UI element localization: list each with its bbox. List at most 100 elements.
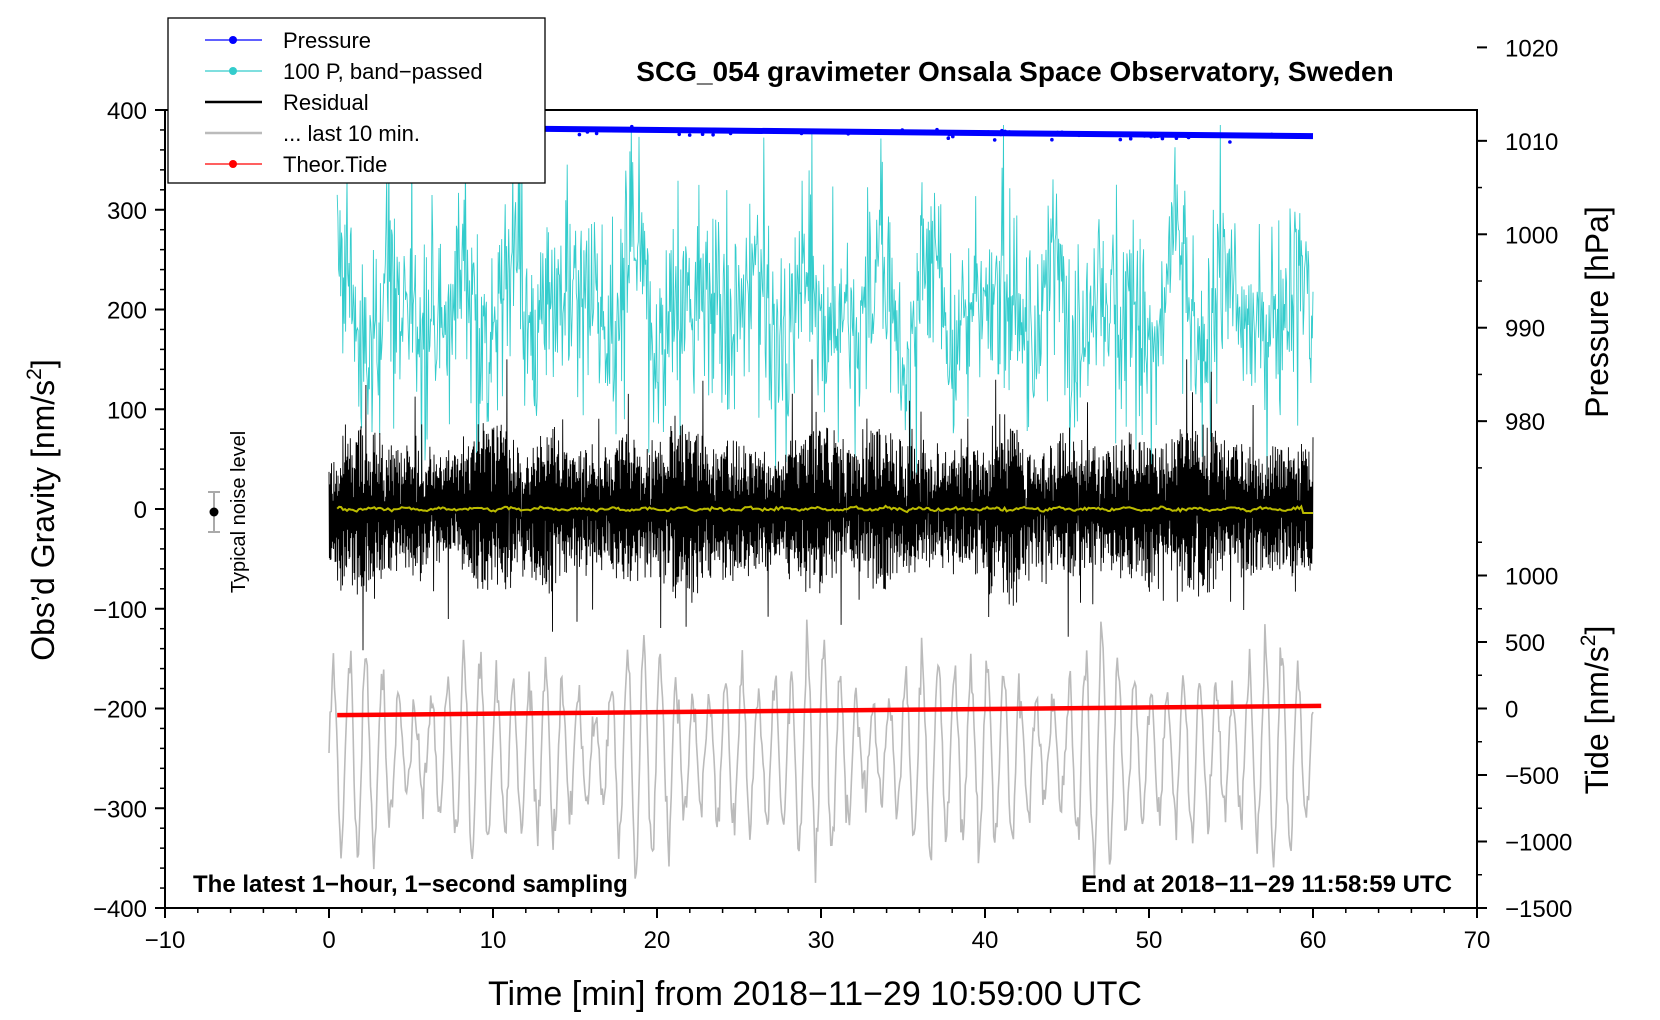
y-axis-label-sup: 2 — [23, 368, 46, 380]
series-last-10-min — [328, 619, 1314, 883]
pressure-point — [946, 136, 951, 140]
pressure-point — [1228, 140, 1232, 144]
pressure-point — [1142, 134, 1147, 138]
pressure-point — [1007, 130, 1012, 134]
tide-tick-label: −1500 — [1505, 896, 1572, 923]
pressure-point — [1003, 129, 1007, 134]
tide-tick-label: −1000 — [1505, 830, 1572, 857]
legend-label: 100 P, band−passed — [283, 59, 483, 84]
pressure-point — [1055, 130, 1060, 135]
x-tick-label: 10 — [480, 927, 507, 954]
series-line-residual-smoothed — [336, 504, 1313, 514]
pressure-point — [582, 127, 587, 131]
pressure-tick-label: 990 — [1505, 316, 1545, 343]
pressure-point — [688, 128, 692, 132]
pressure-tick-label: 1000 — [1505, 222, 1558, 249]
series-line-theor-tide — [337, 703, 1322, 718]
pressure-point — [1118, 137, 1123, 142]
pressure-point — [1155, 134, 1160, 138]
y-axis-label-main: Obs’d Gravity [nm/s — [25, 380, 61, 661]
y-tick-label: 300 — [107, 198, 147, 225]
tide-tick-label: −500 — [1505, 763, 1559, 790]
y-tick-label: 400 — [107, 98, 147, 125]
chart-title: SCG_054 gravimeter Onsala Space Observat… — [636, 56, 1393, 87]
pressure-point — [986, 130, 991, 134]
pressure-point — [992, 138, 997, 142]
pressure-point — [846, 132, 850, 136]
legend-marker — [229, 36, 237, 44]
pressure-point — [1149, 134, 1153, 139]
y-tick-label: −100 — [93, 597, 147, 624]
pressure-point — [1174, 136, 1179, 140]
series-bandpassed-pressure — [336, 124, 1314, 490]
tide-axis-label: Tide [nm/s2] — [1577, 626, 1615, 795]
y-axis-label-close: ] — [25, 359, 61, 368]
annotation-end-time: End at 2018−11−29 11:58:59 UTC — [1081, 871, 1452, 898]
legend-marker — [229, 67, 237, 75]
pressure-point — [1160, 136, 1165, 141]
y-tick-label: 200 — [107, 298, 147, 325]
pressure-axis-label: Pressure [hPa] — [1579, 206, 1615, 418]
legend-label: ... last 10 min. — [283, 121, 420, 146]
y-tick-label: −400 — [93, 896, 147, 923]
x-axis-ticks: −10 0 10 20 30 40 50 60 70 — [145, 908, 1491, 954]
pressure-point — [577, 132, 582, 137]
noise-level-indicator: Typical noise level — [208, 431, 250, 593]
pressure-point — [1185, 134, 1189, 139]
y-axis-label: Obs’d Gravity [nm/s2] — [23, 359, 61, 661]
pressure-point — [687, 133, 692, 137]
pressure-point — [1153, 134, 1157, 139]
pressure-point — [728, 131, 733, 136]
x-tick-label: 50 — [1136, 927, 1163, 954]
pressure-point — [950, 132, 955, 137]
legend-box — [167, 17, 546, 184]
noise-level-label: Typical noise level — [228, 431, 250, 593]
pressure-point — [1269, 132, 1274, 137]
y-tick-label: 100 — [107, 397, 147, 424]
pressure-point — [1050, 137, 1054, 142]
pressure-point — [1128, 136, 1133, 141]
x-tick-label: 0 — [322, 927, 335, 954]
x-tick-label: 30 — [808, 927, 835, 954]
y-axis-ticks: −400 −300 −200 −100 0 100 200 300 400 — [93, 98, 165, 923]
pressure-point — [998, 132, 1003, 137]
y-tick-label: −300 — [93, 796, 147, 823]
tide-axis-label-sup: 2 — [1577, 635, 1600, 647]
x-tick-label: 20 — [644, 927, 671, 954]
pressure-point — [594, 131, 599, 136]
tide-axis-label-close: ] — [1579, 626, 1615, 635]
x-tick-label: 40 — [972, 927, 999, 954]
x-tick-label: 70 — [1464, 927, 1491, 954]
pressure-point — [1060, 130, 1064, 135]
legend-label: Residual — [283, 90, 369, 115]
series-theor-tide — [337, 703, 1322, 718]
pressure-point — [700, 132, 705, 136]
tide-tick-label: 0 — [1505, 697, 1518, 724]
pressure-point — [900, 128, 905, 132]
series-line-last-10-min — [328, 619, 1314, 883]
pressure-point — [619, 128, 623, 133]
pressure-point — [661, 128, 665, 133]
pressure-point — [1112, 132, 1117, 136]
pressure-point — [799, 131, 804, 136]
legend-label: Theor.Tide — [283, 152, 387, 177]
pressure-point — [947, 132, 952, 137]
y-tick-label: 0 — [134, 497, 147, 524]
series-residual — [328, 359, 1314, 651]
annotation-latest-hour: The latest 1−hour, 1−second sampling — [193, 871, 628, 898]
legend: Pressure 100 P, band−passed Residual ... la… — [167, 17, 546, 184]
pressure-point — [677, 132, 681, 137]
y-tick-label: −200 — [93, 697, 147, 724]
tide-tick-label: 1000 — [1505, 564, 1558, 591]
series-line-residual — [328, 359, 1314, 651]
series-residual-smoothed — [336, 504, 1313, 514]
x-tick-label: −10 — [145, 927, 186, 954]
x-axis-label: Time [min] from 2018−11−29 10:59:00 UTC — [488, 975, 1142, 1013]
series-line-bandpassed — [336, 124, 1314, 490]
tide-tick-label: 500 — [1505, 630, 1545, 657]
pressure-point — [585, 130, 590, 134]
pressure-tick-label: 980 — [1505, 409, 1545, 436]
legend-marker — [229, 160, 237, 168]
pressure-point — [630, 124, 634, 129]
